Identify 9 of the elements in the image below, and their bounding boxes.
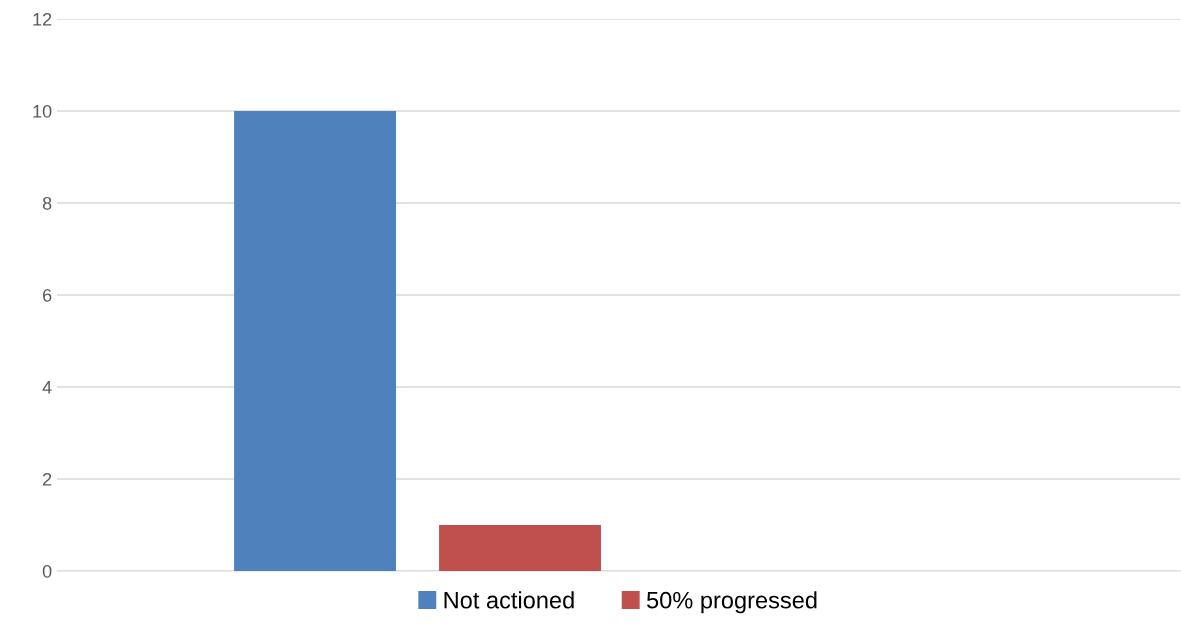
y-tick-label: 0 [42, 564, 52, 578]
legend-label: 50% progressed [646, 591, 817, 614]
y-tick-label: 10 [33, 104, 52, 118]
y-tick-label: 8 [42, 196, 52, 210]
y-tick-label: 2 [43, 472, 52, 486]
y-tick-label: 4 [42, 381, 52, 394]
y-tick-label: 6 [43, 288, 52, 302]
legend-label: Not actioned [444, 591, 574, 609]
y-tick-label: 12 [33, 12, 52, 26]
